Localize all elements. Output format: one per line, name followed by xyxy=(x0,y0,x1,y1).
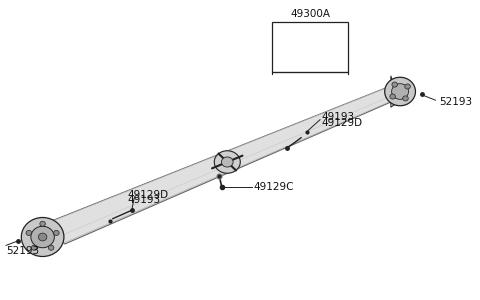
Ellipse shape xyxy=(40,221,46,226)
Text: 49193: 49193 xyxy=(321,112,354,122)
Ellipse shape xyxy=(384,77,416,106)
Bar xyxy=(272,22,348,72)
Ellipse shape xyxy=(403,96,408,101)
Text: 49129D: 49129D xyxy=(127,190,168,200)
Ellipse shape xyxy=(21,218,64,256)
Ellipse shape xyxy=(26,230,32,236)
Polygon shape xyxy=(48,228,60,244)
Ellipse shape xyxy=(405,84,410,89)
Ellipse shape xyxy=(54,230,59,236)
Ellipse shape xyxy=(390,94,396,99)
Text: 52193: 52193 xyxy=(440,97,473,107)
Text: 49193: 49193 xyxy=(127,195,160,206)
Ellipse shape xyxy=(392,82,397,87)
Text: 49129D: 49129D xyxy=(321,118,362,128)
Ellipse shape xyxy=(221,157,233,167)
Ellipse shape xyxy=(392,84,408,99)
Text: 52193: 52193 xyxy=(6,246,39,256)
Ellipse shape xyxy=(214,151,240,173)
Ellipse shape xyxy=(38,233,47,241)
Ellipse shape xyxy=(31,226,54,248)
Polygon shape xyxy=(44,85,406,244)
Polygon shape xyxy=(391,76,407,107)
Ellipse shape xyxy=(31,245,37,250)
Text: 49129C: 49129C xyxy=(254,182,294,192)
Ellipse shape xyxy=(48,245,54,250)
Text: 49300A: 49300A xyxy=(290,9,330,19)
